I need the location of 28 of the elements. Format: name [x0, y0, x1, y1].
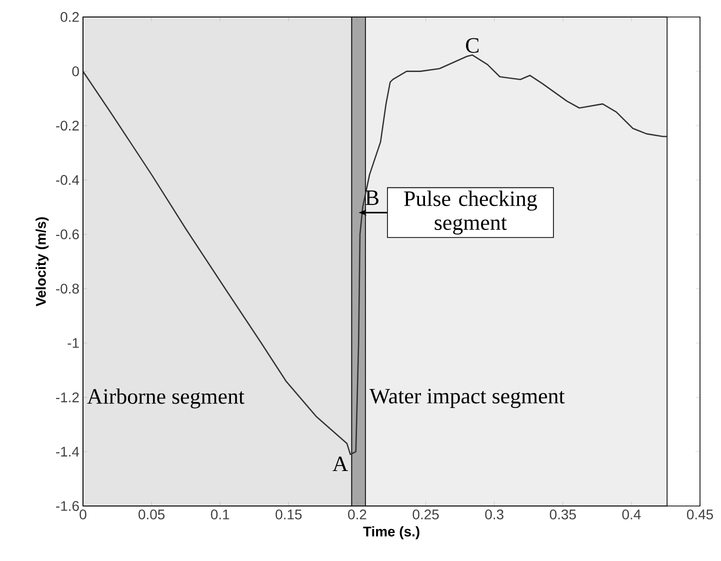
x-tick-label: 0.25: [412, 510, 439, 520]
band-label: Pulse checking segment: [404, 190, 537, 235]
x-tick-label: 0.1: [210, 510, 230, 520]
annotation: A: [332, 456, 348, 472]
x-tick-label: 0: [80, 510, 86, 520]
y-tick-label: -0.4: [56, 175, 80, 185]
x-tick-label: 0.05: [138, 510, 165, 520]
annotation: C: [466, 38, 478, 53]
y-tick-label: 0.2: [60, 12, 79, 22]
x-tick-label: 0.4: [622, 510, 641, 520]
y-tick-label: -1.2: [56, 392, 79, 402]
y-tick-label: -0.6: [56, 229, 79, 240]
y-tick-label: -0.2: [56, 120, 79, 131]
y-axis-title: Velocity (m/s): [36, 217, 49, 306]
line-series: [82, 54, 668, 456]
x-tick-label: 0.3: [485, 510, 504, 520]
y-tick-label: 0: [72, 66, 79, 76]
y-tick-label: -0.8: [56, 284, 79, 294]
band-label: Airborne segment: [87, 388, 244, 408]
x-axis-title: Time (s.): [363, 526, 420, 540]
x-tick-label: 0.2: [348, 510, 366, 520]
x-tick-label: 0.45: [686, 510, 713, 520]
band-label: Water impact segment: [369, 388, 565, 408]
x-tick-label: 0.35: [550, 510, 576, 520]
y-tick-label: -1.4: [56, 446, 80, 456]
y-tick-label: -1: [68, 338, 79, 348]
x-tick-label: 0.15: [276, 510, 302, 520]
y-tick-label: -1.6: [56, 501, 79, 511]
